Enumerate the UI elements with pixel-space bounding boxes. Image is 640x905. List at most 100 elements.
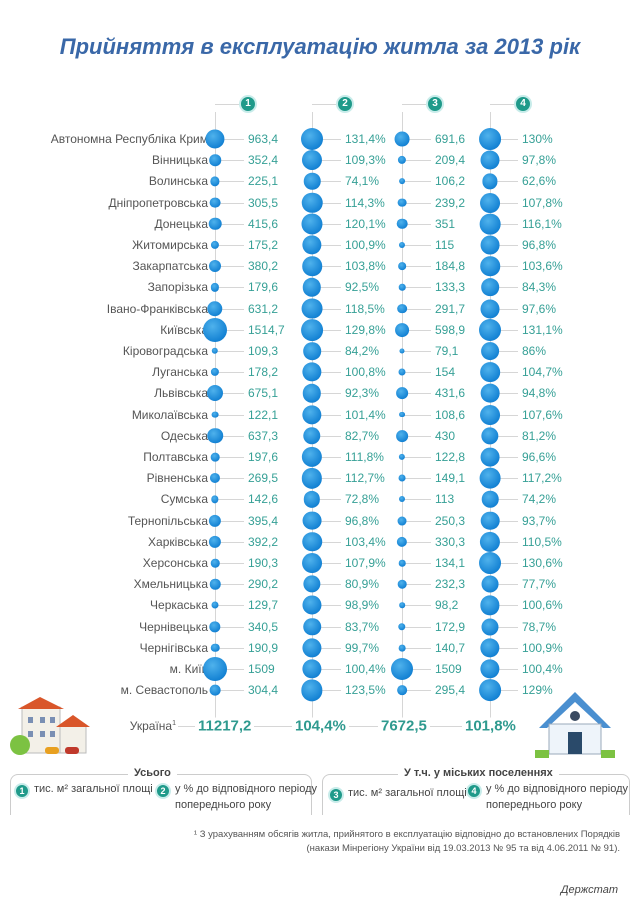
bubble bbox=[210, 176, 220, 187]
value-label: 103,6% bbox=[522, 259, 563, 274]
value-label: 172,9 bbox=[435, 619, 466, 634]
value-label: 239,2 bbox=[435, 195, 466, 210]
value-label: 190,9 bbox=[248, 640, 279, 655]
leader-line bbox=[490, 563, 518, 564]
footnote: ¹ З урахуванням обсягів житла, прийнятог… bbox=[194, 828, 620, 856]
region-label: Луганська bbox=[152, 365, 208, 380]
bubble bbox=[399, 178, 405, 185]
region-label: Херсонська bbox=[142, 556, 208, 570]
region-label: Черкаська bbox=[150, 598, 208, 613]
leader-line bbox=[215, 393, 244, 395]
leader-line bbox=[215, 245, 244, 246]
leader-line bbox=[490, 245, 518, 246]
region-label: Івано-Франківська bbox=[106, 301, 208, 316]
leader-line bbox=[490, 223, 518, 225]
leader-line bbox=[215, 329, 244, 331]
leader-line bbox=[402, 414, 431, 416]
value-label: 118,5% bbox=[345, 301, 385, 316]
leader-line bbox=[490, 690, 518, 692]
leader-line bbox=[215, 626, 244, 628]
value-label: 130% bbox=[522, 132, 553, 146]
leader-line bbox=[402, 139, 431, 140]
bubble bbox=[302, 532, 322, 552]
leader-line bbox=[490, 372, 518, 374]
value-label: 97,8% bbox=[522, 153, 557, 168]
value-label: 304,4 bbox=[248, 683, 279, 698]
value-label: 431,6 bbox=[435, 386, 466, 401]
value-label: 269,5 bbox=[248, 471, 279, 486]
bubble bbox=[479, 128, 501, 150]
leader-line bbox=[402, 181, 431, 183]
bubble bbox=[479, 552, 501, 574]
bubble bbox=[301, 298, 323, 320]
leader-line bbox=[402, 605, 431, 607]
region-label: Автономна Республіка Крим bbox=[50, 132, 208, 146]
leader-line bbox=[312, 520, 341, 522]
bubble bbox=[480, 659, 500, 679]
leader-line bbox=[490, 139, 518, 140]
value-label: 96,8% bbox=[522, 238, 557, 252]
bubble bbox=[398, 644, 406, 652]
value-label: 92,5% bbox=[345, 280, 380, 295]
region-label: Полтавська bbox=[143, 450, 208, 464]
bubble bbox=[398, 474, 406, 482]
bubble bbox=[302, 384, 322, 403]
leader-line bbox=[402, 202, 431, 204]
value-label: 98,9% bbox=[345, 598, 380, 613]
leader-line bbox=[215, 669, 244, 670]
value-label: 72,8% bbox=[345, 492, 380, 507]
bubble bbox=[302, 638, 322, 658]
value-label: 133,3 bbox=[435, 280, 466, 295]
value-label: 140,7 bbox=[435, 640, 466, 655]
value-label: 97,6% bbox=[522, 301, 557, 316]
value-label: 117,2% bbox=[522, 471, 562, 486]
value-label: 631,2 bbox=[248, 301, 279, 316]
value-label: 107,6% bbox=[522, 407, 563, 422]
bubble bbox=[208, 217, 222, 231]
bubble bbox=[303, 342, 321, 360]
bubble bbox=[480, 256, 500, 276]
value-label: 110,5% bbox=[522, 534, 562, 549]
value-label: 93,7% bbox=[522, 513, 557, 528]
bubble bbox=[479, 318, 501, 341]
leader-line bbox=[402, 435, 431, 437]
leader-line bbox=[312, 160, 341, 162]
bubble bbox=[303, 575, 321, 593]
bubble bbox=[208, 260, 222, 273]
value-label: 74,2% bbox=[522, 492, 557, 507]
bubble bbox=[397, 303, 407, 314]
leader-line bbox=[312, 478, 341, 480]
value-label: 99,7% bbox=[345, 640, 380, 655]
leader-line bbox=[490, 541, 518, 543]
bubble bbox=[301, 128, 323, 150]
leader-line bbox=[490, 329, 518, 331]
leader-line bbox=[312, 563, 341, 564]
leader-line bbox=[490, 584, 518, 586]
region-label: Львівська bbox=[154, 386, 208, 401]
value-label: 190,3 bbox=[248, 556, 279, 570]
value-label: 100,6% bbox=[522, 598, 563, 613]
leader-line bbox=[312, 690, 341, 692]
value-label: 84,2% bbox=[345, 344, 380, 358]
value-label: 179,6 bbox=[248, 280, 279, 295]
value-label: 209,4 bbox=[435, 153, 466, 168]
value-label: 100,8% bbox=[345, 365, 386, 380]
region-label: Харківська bbox=[148, 534, 208, 549]
leader-line bbox=[215, 202, 244, 204]
value-label: 114,3% bbox=[345, 195, 385, 210]
value-label: 1514,7 bbox=[248, 322, 285, 337]
value-label: 330,3 bbox=[435, 534, 466, 549]
leader-line bbox=[402, 393, 431, 395]
value-label: 351 bbox=[435, 216, 456, 231]
badge-connector bbox=[490, 104, 517, 105]
house-illustration bbox=[535, 692, 615, 758]
leader-line bbox=[215, 584, 244, 586]
column-badge-1: 1 bbox=[239, 95, 257, 113]
value-label: 178,2 bbox=[248, 365, 279, 380]
bubble bbox=[394, 131, 410, 147]
leader-line bbox=[402, 541, 431, 543]
value-label: 96,8% bbox=[345, 513, 380, 528]
bubble bbox=[480, 192, 500, 213]
bubble bbox=[399, 411, 405, 418]
bubble bbox=[479, 531, 501, 552]
